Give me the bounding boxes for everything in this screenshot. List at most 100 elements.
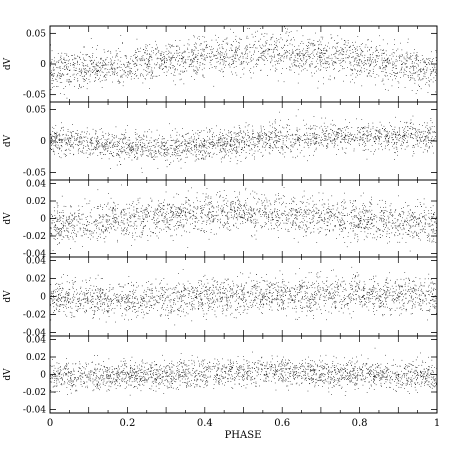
data-point (361, 127, 362, 128)
data-point (222, 141, 223, 142)
data-point (68, 223, 69, 224)
data-point (225, 152, 226, 153)
data-point (378, 52, 379, 53)
data-point (95, 74, 96, 75)
data-point (111, 142, 112, 143)
data-point (431, 143, 432, 144)
data-point (356, 48, 357, 49)
data-point (181, 143, 182, 144)
data-point (220, 139, 221, 140)
data-point (208, 146, 209, 147)
data-point (432, 122, 433, 123)
data-point (414, 49, 415, 50)
data-point (77, 78, 78, 79)
data-point (203, 36, 204, 37)
data-point (367, 141, 368, 142)
data-point (173, 140, 174, 141)
data-point (200, 150, 201, 151)
data-point (319, 40, 320, 41)
data-point (81, 87, 82, 88)
data-point (112, 74, 113, 75)
data-point (303, 43, 304, 44)
data-point (156, 53, 157, 54)
data-point (244, 68, 245, 69)
data-point (110, 51, 111, 52)
data-point (361, 196, 362, 197)
data-point (105, 147, 106, 148)
data-point (164, 72, 165, 73)
data-point (430, 142, 431, 143)
data-point (427, 135, 428, 136)
data-point (105, 80, 106, 81)
data-point (408, 39, 409, 40)
data-point (124, 230, 125, 231)
data-point (242, 149, 243, 150)
data-point (113, 144, 114, 145)
data-point (68, 140, 69, 141)
data-point (184, 151, 185, 152)
data-point (350, 53, 351, 54)
data-point (178, 153, 179, 154)
data-point (61, 142, 62, 143)
data-point (78, 73, 79, 74)
data-point (191, 137, 192, 138)
data-point (60, 76, 61, 77)
data-point (54, 152, 55, 153)
data-point (420, 138, 421, 139)
data-point (128, 145, 129, 146)
data-point (126, 132, 127, 133)
data-point (154, 140, 155, 141)
data-point (248, 220, 249, 221)
data-point (220, 222, 221, 223)
data-point (378, 58, 379, 59)
data-point (111, 67, 112, 68)
data-point (251, 55, 252, 56)
data-point (371, 63, 372, 64)
data-point (367, 51, 368, 52)
data-point (427, 70, 428, 71)
data-point (209, 155, 210, 156)
data-point (121, 148, 122, 149)
data-point (343, 207, 344, 208)
data-point (397, 155, 398, 156)
data-point (367, 61, 368, 62)
data-point (246, 62, 247, 63)
data-point (74, 140, 75, 141)
data-point (307, 50, 308, 51)
data-point (391, 126, 392, 127)
data-point (270, 69, 271, 70)
data-point (352, 42, 353, 43)
data-point (195, 152, 196, 153)
data-point (185, 143, 186, 144)
data-point (161, 61, 162, 62)
data-point (133, 55, 134, 56)
data-point (307, 160, 308, 161)
data-point (131, 79, 132, 80)
data-point (232, 74, 233, 75)
data-point (332, 63, 333, 64)
data-point (171, 137, 172, 138)
data-point (316, 71, 317, 72)
data-point (75, 59, 76, 60)
data-point (176, 211, 177, 212)
data-point (128, 147, 129, 148)
data-point (267, 75, 268, 76)
data-point (417, 144, 418, 145)
data-point (258, 133, 259, 134)
data-point (203, 147, 204, 148)
data-point (164, 60, 165, 61)
data-point (216, 143, 217, 144)
data-point (107, 142, 108, 143)
data-point (226, 146, 227, 147)
data-point (204, 145, 205, 146)
data-point (265, 150, 266, 151)
data-point (420, 71, 421, 72)
data-point (115, 57, 116, 58)
data-point (352, 57, 353, 58)
data-point (254, 137, 255, 138)
data-point (171, 148, 172, 149)
data-point (271, 133, 272, 134)
data-point (270, 125, 271, 126)
data-point (326, 148, 327, 149)
data-point (59, 134, 60, 135)
